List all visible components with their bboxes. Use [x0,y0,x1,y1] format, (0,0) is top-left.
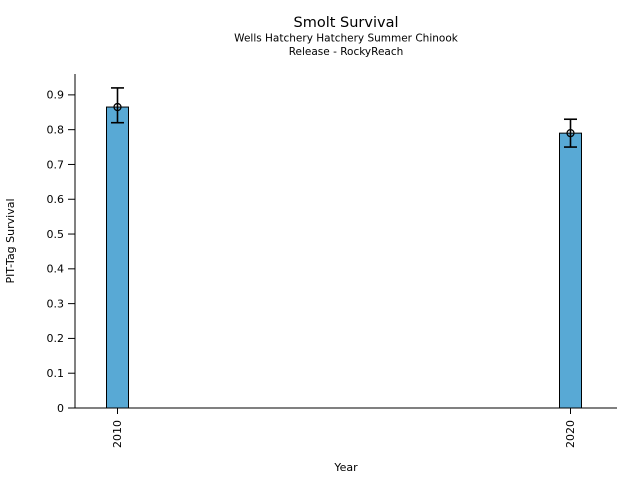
y-tick-label: 0.4 [47,263,65,276]
x-tick-label: 2020 [564,420,577,448]
y-tick-label: 0.8 [47,123,65,136]
y-tick-label: 0 [57,402,64,415]
y-axis-label: PIT-Tag Survival [4,198,17,283]
plot-area: 0 0.1 0.2 0.3 0.4 0.5 0.6 0.7 0.8 0.9 2010 2020 [47,74,617,448]
y-tick-label: 0.7 [47,158,65,171]
y-tick-label: 0.6 [47,193,65,206]
chart-subtitle-line2: Release - RockyReach [289,46,404,58]
chart-title: Smolt Survival [294,15,399,31]
x-tick-label: 2010 [111,420,124,448]
y-tick-label: 0.5 [47,228,65,241]
y-tick-label: 0.3 [47,297,65,310]
y-tick-label: 0.2 [47,332,65,345]
x-axis-label: Year [333,461,358,474]
bar [106,106,129,409]
chart-subtitle-line1: Wells Hatchery Hatchery Summer Chinook [234,33,459,45]
y-tick-label: 0.1 [47,367,65,380]
data-point-marker [566,128,575,138]
data-point-marker [113,102,122,112]
bar [559,132,582,409]
y-tick-label: 0.9 [47,89,65,102]
